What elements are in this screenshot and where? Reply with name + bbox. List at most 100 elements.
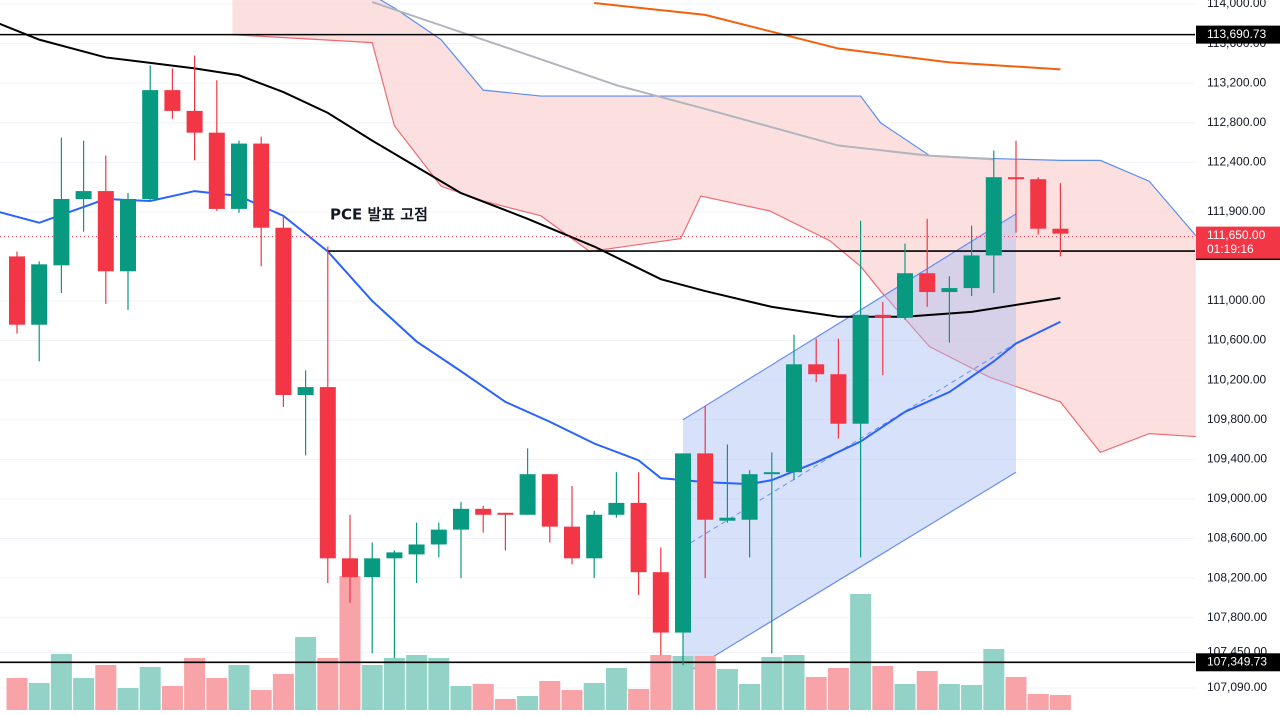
candle-body: [786, 364, 802, 473]
volume-bar: [450, 686, 472, 710]
channel-fill: [683, 213, 1016, 676]
candle-body: [31, 264, 48, 325]
volume-bar: [1027, 694, 1049, 710]
indicator-line: [594, 2, 1061, 71]
candle-body: [120, 199, 136, 272]
candle-body: [586, 514, 603, 559]
volume-bar: [694, 656, 716, 710]
candle-body: [741, 474, 758, 520]
indicator-line: [0, 190, 1061, 486]
candle-body: [319, 387, 336, 559]
candle-body: [963, 255, 980, 289]
y-tick-label: 109,000.00: [1207, 491, 1267, 505]
candle-body: [386, 552, 403, 559]
volume-bar: [916, 671, 938, 710]
candle-body: [497, 512, 514, 515]
y-tick-label: 107,800.00: [1207, 610, 1267, 624]
volume-bar: [983, 649, 1005, 710]
volume-bar: [783, 655, 805, 710]
volume-bar: [250, 690, 272, 710]
candle-body: [475, 508, 492, 515]
volume-bar: [228, 665, 250, 710]
indicator-line: [371, 1, 994, 161]
volume-bar: [761, 657, 783, 710]
volume-bar: [605, 668, 627, 710]
candle-body: [97, 191, 114, 272]
volume-bar: [383, 658, 405, 710]
volume-bar: [1005, 677, 1027, 710]
volume-bar: [6, 678, 28, 710]
candle-body: [364, 558, 381, 578]
candle-body: [164, 90, 181, 111]
cloud-span-b: [232, 34, 1196, 454]
axis-layer: 114,000.00113,600.00113,200.00112,800.00…: [330, 0, 1280, 694]
candle-body: [1030, 179, 1047, 229]
candle-body: [519, 474, 536, 515]
volume-bar: [317, 658, 339, 710]
volume-bar: [73, 678, 95, 710]
volume-bar: [805, 677, 827, 710]
candle-body: [53, 199, 70, 266]
candle-body: [985, 177, 1002, 256]
candle-body: [208, 132, 225, 209]
candle-body: [919, 273, 936, 293]
y-tick-label: 114,000.00: [1207, 0, 1266, 10]
candle-body: [75, 191, 92, 200]
volume-bar: [428, 658, 450, 710]
candle-body: [142, 90, 159, 200]
level-label-bg: [1196, 25, 1280, 44]
y-tick-label: 108,200.00: [1207, 570, 1267, 584]
volume-bar: [361, 665, 383, 710]
volume-bar: [539, 681, 561, 710]
candle-body: [408, 544, 425, 555]
candle-body: [564, 526, 580, 559]
y-tick-label: 112,400.00: [1207, 155, 1266, 169]
y-tick-label: 110,200.00: [1207, 372, 1266, 386]
candle-body: [763, 472, 780, 475]
candle-body: [719, 517, 736, 521]
volume-bar: [716, 669, 738, 710]
volume-bar: [672, 656, 694, 710]
y-tick-label: 110,600.00: [1207, 333, 1266, 347]
volume-bar: [95, 665, 117, 710]
last-price-label: 111,650.00: [1207, 228, 1266, 242]
candle-body: [830, 374, 847, 424]
candle-body: [541, 474, 558, 527]
cloud-span-a: [379, 0, 1197, 237]
volume-bar: [494, 699, 516, 710]
candle-body: [675, 453, 691, 633]
volume-bar: [938, 684, 960, 710]
volume-bar: [872, 666, 894, 710]
candle-body: [1052, 228, 1069, 234]
candle-body: [186, 110, 203, 133]
candle-body: [1008, 177, 1024, 180]
volume-bar: [206, 678, 228, 710]
level-label: 113,690.73: [1207, 27, 1266, 41]
level-label-bg: [1196, 653, 1280, 672]
volume-bar: [583, 683, 605, 710]
candle-body: [941, 288, 958, 293]
volume-bar: [184, 658, 206, 710]
y-tick-label: 111,900.00: [1207, 204, 1266, 218]
volume-bar: [628, 689, 650, 710]
volume-bar: [739, 684, 761, 710]
y-tick-label: 111,000.00: [1207, 293, 1266, 307]
cloud-fill: [232, 0, 1196, 453]
volume-bar: [272, 674, 294, 710]
candle-body: [342, 558, 358, 578]
series-layer: [0, 1, 1195, 666]
y-tick-label: 112,800.00: [1207, 115, 1266, 129]
volume-bar: [406, 655, 428, 710]
volume-bar: [50, 654, 72, 710]
candle-body: [874, 314, 891, 318]
candle-body: [297, 387, 314, 395]
candle-body: [697, 453, 714, 520]
volume-bar: [472, 684, 494, 710]
volume-bar: [295, 637, 317, 710]
last-price-bg: [1196, 226, 1280, 259]
volume-bar: [117, 688, 139, 710]
volume-bar: [650, 655, 672, 710]
volume-bar: [894, 684, 916, 710]
